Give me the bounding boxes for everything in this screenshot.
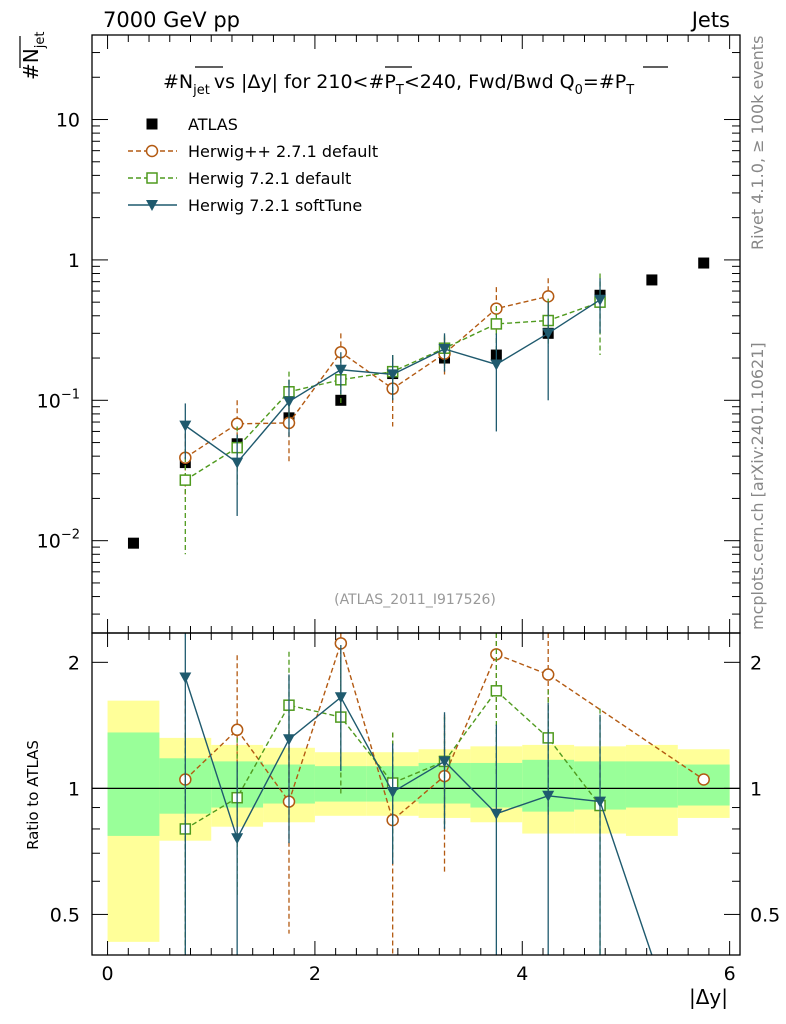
chart-title: #Njet vs |Δy| for 210<#PT<240, Fwd/Bwd Q0…	[163, 66, 668, 98]
ratio-point-3-6	[438, 756, 451, 768]
title-sub-t: T	[395, 83, 404, 98]
point-3-3	[282, 396, 295, 408]
ratio-tick-label-2: 0.5	[50, 904, 80, 926]
y-tick-label-2: 10−1	[37, 387, 80, 412]
title-prefix: #N	[163, 71, 193, 93]
ratio-y-label: Ratio to ATLAS	[24, 740, 42, 850]
title-rest: <240, Fwd/Bwd Q	[404, 71, 575, 93]
legend-marker-3	[146, 200, 158, 211]
point-3-5	[386, 369, 399, 381]
mcplots-label: mcplots.cern.ch [arXiv:2401.10621]	[748, 342, 767, 630]
y-tick-label-1: 1	[68, 250, 80, 272]
legend-marker-2	[146, 172, 158, 184]
ratio-point-3-8	[542, 790, 555, 802]
y-label-main: #N	[19, 48, 43, 80]
uncertainty-bands	[92, 700, 740, 942]
x-tick-label-3: 6	[724, 963, 736, 985]
ratio-tick-label-2-right: 0.5	[750, 904, 780, 926]
point-2-1	[179, 474, 192, 486]
legend-label-2: Herwig 7.2.1 default	[188, 169, 351, 188]
legend-label-3: Herwig 7.2.1 softTune	[188, 196, 362, 215]
ratio-point-3-3	[282, 734, 295, 746]
ratio-point-3-1	[179, 672, 192, 684]
legend: ATLAS Herwig++ 2.7.1 default Herwig 7.2.1 …	[128, 115, 378, 215]
point-3-1	[179, 420, 192, 432]
ratio-frame	[91, 632, 741, 956]
analysis-watermark: (ATLAS_2011_I917526)	[334, 592, 496, 608]
ratio-tick-label-0: 2	[68, 652, 80, 674]
ratio-point-3-4	[334, 692, 347, 704]
y-label-sub: jet	[33, 32, 48, 50]
svg-text:#Njet: #Njet	[19, 32, 48, 80]
point-0-11	[698, 257, 710, 269]
x-axis-label: |Δy|	[689, 985, 728, 1009]
series-line-1	[184, 295, 549, 459]
header-left: 7000 GeV pp	[103, 8, 240, 32]
legend-marker-0	[146, 118, 158, 130]
axes: 0 2 4 6 10 1 10−1 10−2 2 2 1 1 0.5 0.5	[37, 34, 780, 985]
ratio-point-3-2	[231, 833, 244, 845]
point-3-6	[438, 343, 451, 355]
x-tick-label-2: 4	[516, 963, 528, 985]
header-right: Jets	[690, 8, 730, 32]
ratio-panel-series	[179, 633, 710, 956]
legend-label-1: Herwig++ 2.7.1 default	[188, 142, 378, 161]
x-tick-label-1: 2	[309, 963, 321, 985]
rivet-label: Rivet 4.1.0, ≥ 100k events	[748, 36, 767, 250]
x-tick-label-0: 0	[102, 963, 114, 985]
ratio-point-3-7	[490, 808, 503, 820]
main-panel-series	[127, 257, 710, 555]
point-3-7	[490, 359, 503, 371]
ratio-tick-label-0-right: 2	[750, 652, 762, 674]
y-tick-label-3: 10−2	[37, 528, 80, 553]
ratio-point-1-8	[541, 668, 555, 681]
point-3-2	[231, 457, 244, 469]
band-green-0	[107, 732, 160, 836]
title-sub-jet: jet	[192, 83, 210, 98]
ratio-point-3-9	[594, 796, 607, 808]
ratio-point-2-7	[490, 685, 503, 697]
legend-label-0: ATLAS	[188, 115, 238, 134]
y-tick-label-0: 10	[56, 110, 80, 132]
title-middle: vs |Δy| for 210<#P	[214, 71, 396, 93]
point-3-4	[334, 364, 347, 376]
point-3-8	[542, 328, 555, 340]
band-green-10	[625, 761, 678, 808]
point-0-0	[127, 537, 139, 549]
y-axis-label: #Njet	[19, 32, 48, 80]
point-2-7	[490, 318, 503, 330]
ratio-point-1-11	[697, 773, 710, 786]
legend-marker-1	[145, 144, 159, 158]
ratio-line-1	[184, 640, 705, 822]
title-sub-0: 0	[575, 83, 583, 98]
ratio-point-1-2	[230, 723, 244, 737]
point-3-9	[594, 294, 607, 306]
title-eq: =#P	[583, 71, 626, 93]
title-sub-t2: T	[625, 83, 634, 98]
ratio-tick-label-1-right: 1	[750, 778, 762, 800]
ratio-tick-label-1: 1	[68, 778, 80, 800]
point-0-10	[646, 274, 658, 286]
ratio-point-3-5	[386, 787, 399, 799]
ratio-line-3	[184, 677, 653, 956]
